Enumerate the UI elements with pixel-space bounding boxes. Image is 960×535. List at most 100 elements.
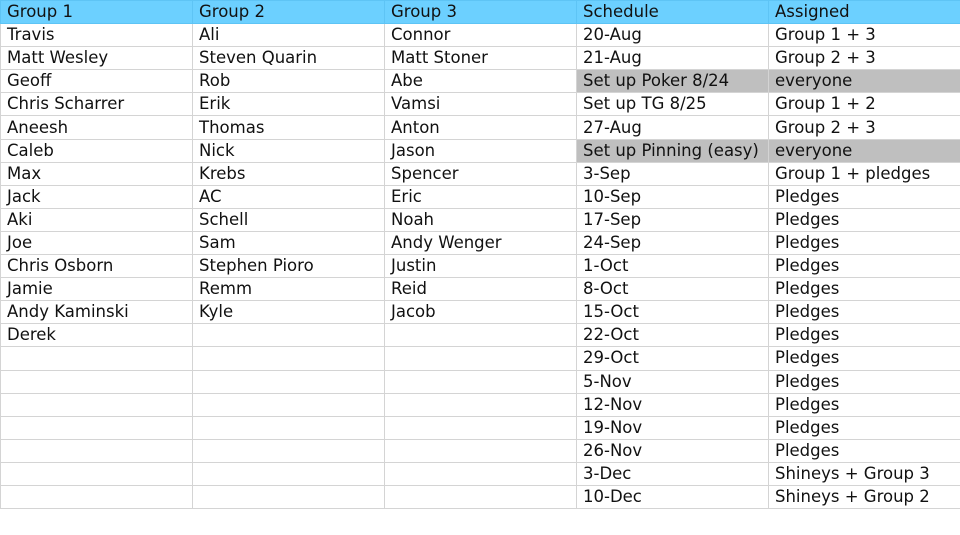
cell-group-2[interactable] bbox=[192, 346, 385, 371]
header-cell-group-2[interactable]: Group 2 bbox=[192, 0, 385, 25]
cell-group-3[interactable] bbox=[384, 392, 577, 417]
cell-assigned[interactable]: Shineys + Group 3 bbox=[768, 461, 960, 486]
cell-group-3[interactable]: Abe bbox=[384, 69, 577, 94]
cell-assigned[interactable]: Pledges bbox=[768, 392, 960, 417]
cell-assigned[interactable]: Group 2 + 3 bbox=[768, 115, 960, 140]
cell-group-3[interactable]: Jason bbox=[384, 138, 577, 163]
cell-schedule[interactable]: 12-Nov bbox=[576, 392, 769, 417]
cell-group-1[interactable]: Aneesh bbox=[0, 115, 193, 140]
cell-group-1[interactable] bbox=[0, 438, 193, 463]
cell-assigned[interactable]: everyone bbox=[768, 138, 960, 163]
cell-group-3[interactable]: Spencer bbox=[384, 161, 577, 186]
cell-assigned[interactable]: Shineys + Group 2 bbox=[768, 484, 960, 510]
cell-group-1[interactable] bbox=[0, 461, 193, 486]
cell-group-2[interactable] bbox=[192, 461, 385, 486]
cell-schedule[interactable]: 29-Oct bbox=[576, 346, 769, 371]
cell-group-2[interactable] bbox=[192, 438, 385, 463]
cell-group-1[interactable]: Jamie bbox=[0, 277, 193, 302]
cell-group-2[interactable] bbox=[192, 392, 385, 417]
cell-group-2[interactable]: Stephen Pioro bbox=[192, 254, 385, 279]
cell-schedule[interactable]: Set up Pinning (easy) bbox=[576, 138, 769, 163]
cell-group-2[interactable]: Rob bbox=[192, 69, 385, 94]
cell-assigned[interactable]: Group 1 + pledges bbox=[768, 161, 960, 186]
cell-group-3[interactable]: Anton bbox=[384, 115, 577, 140]
cell-group-2[interactable]: AC bbox=[192, 184, 385, 209]
cell-group-1[interactable] bbox=[0, 346, 193, 371]
cell-schedule[interactable]: 10-Sep bbox=[576, 184, 769, 209]
cell-assigned[interactable]: Pledges bbox=[768, 346, 960, 371]
cell-schedule[interactable]: 15-Oct bbox=[576, 300, 769, 325]
cell-schedule[interactable]: Set up TG 8/25 bbox=[576, 92, 769, 117]
cell-group-1[interactable]: Joe bbox=[0, 230, 193, 256]
cell-group-3[interactable] bbox=[384, 438, 577, 463]
cell-assigned[interactable]: Pledges bbox=[768, 438, 960, 463]
cell-group-3[interactable] bbox=[384, 323, 577, 348]
cell-group-1[interactable] bbox=[0, 415, 193, 440]
cell-assigned[interactable]: Group 1 + 2 bbox=[768, 92, 960, 117]
header-cell-group-3[interactable]: Group 3 bbox=[384, 0, 577, 25]
cell-group-1[interactable]: Travis bbox=[0, 23, 193, 48]
cell-group-2[interactable]: Ali bbox=[192, 23, 385, 48]
cell-assigned[interactable]: Pledges bbox=[768, 300, 960, 325]
cell-assigned[interactable]: Pledges bbox=[768, 254, 960, 279]
cell-group-1[interactable]: Chris Osborn bbox=[0, 254, 193, 279]
cell-schedule[interactable]: 5-Nov bbox=[576, 369, 769, 394]
cell-assigned[interactable]: Pledges bbox=[768, 415, 960, 440]
cell-group-2[interactable] bbox=[192, 484, 385, 510]
cell-group-1[interactable]: Caleb bbox=[0, 138, 193, 163]
cell-group-2[interactable]: Erik bbox=[192, 92, 385, 117]
cell-group-1[interactable]: Aki bbox=[0, 207, 193, 232]
cell-group-1[interactable]: Chris Scharrer bbox=[0, 92, 193, 117]
cell-group-2[interactable] bbox=[192, 323, 385, 348]
cell-group-2[interactable]: Krebs bbox=[192, 161, 385, 186]
cell-group-1[interactable]: Derek bbox=[0, 323, 193, 348]
cell-assigned[interactable]: Group 1 + 3 bbox=[768, 23, 960, 48]
cell-group-1[interactable]: Matt Wesley bbox=[0, 46, 193, 71]
cell-group-2[interactable]: Schell bbox=[192, 207, 385, 232]
cell-schedule[interactable]: 24-Sep bbox=[576, 230, 769, 256]
cell-group-2[interactable]: Steven Quarin bbox=[192, 46, 385, 71]
cell-assigned[interactable]: Pledges bbox=[768, 184, 960, 209]
cell-group-3[interactable]: Reid bbox=[384, 277, 577, 302]
cell-schedule[interactable]: 26-Nov bbox=[576, 438, 769, 463]
cell-group-1[interactable]: Max bbox=[0, 161, 193, 186]
cell-group-3[interactable]: Noah bbox=[384, 207, 577, 232]
cell-schedule[interactable]: 22-Oct bbox=[576, 323, 769, 348]
cell-schedule[interactable]: 17-Sep bbox=[576, 207, 769, 232]
cell-assigned[interactable]: everyone bbox=[768, 69, 960, 94]
cell-group-3[interactable]: Matt Stoner bbox=[384, 46, 577, 71]
header-cell-group-1[interactable]: Group 1 bbox=[0, 0, 193, 25]
cell-group-2[interactable]: Kyle bbox=[192, 300, 385, 325]
cell-group-1[interactable] bbox=[0, 369, 193, 394]
cell-group-2[interactable] bbox=[192, 369, 385, 394]
cell-group-3[interactable]: Justin bbox=[384, 254, 577, 279]
cell-group-3[interactable]: Vamsi bbox=[384, 92, 577, 117]
cell-group-3[interactable]: Jacob bbox=[384, 300, 577, 325]
cell-schedule[interactable]: 20-Aug bbox=[576, 23, 769, 48]
cell-schedule[interactable]: 3-Dec bbox=[576, 461, 769, 486]
cell-group-1[interactable] bbox=[0, 484, 193, 510]
cell-group-2[interactable]: Sam bbox=[192, 230, 385, 256]
cell-group-3[interactable]: Andy Wenger bbox=[384, 230, 577, 256]
cell-schedule[interactable]: 3-Sep bbox=[576, 161, 769, 186]
cell-group-2[interactable]: Thomas bbox=[192, 115, 385, 140]
cell-schedule[interactable]: 8-Oct bbox=[576, 277, 769, 302]
cell-assigned[interactable]: Pledges bbox=[768, 277, 960, 302]
cell-group-2[interactable]: Nick bbox=[192, 138, 385, 163]
cell-schedule[interactable]: 27-Aug bbox=[576, 115, 769, 140]
cell-group-1[interactable] bbox=[0, 392, 193, 417]
cell-assigned[interactable]: Pledges bbox=[768, 369, 960, 394]
cell-schedule[interactable]: 21-Aug bbox=[576, 46, 769, 71]
cell-group-1[interactable]: Geoff bbox=[0, 69, 193, 94]
cell-schedule[interactable]: 10-Dec bbox=[576, 484, 769, 510]
cell-schedule[interactable]: 1-Oct bbox=[576, 254, 769, 279]
cell-group-3[interactable] bbox=[384, 346, 577, 371]
cell-assigned[interactable]: Pledges bbox=[768, 230, 960, 256]
header-cell-schedule[interactable]: Schedule bbox=[576, 0, 769, 25]
cell-schedule[interactable]: 19-Nov bbox=[576, 415, 769, 440]
cell-group-2[interactable] bbox=[192, 415, 385, 440]
cell-schedule[interactable]: Set up Poker 8/24 bbox=[576, 69, 769, 94]
cell-assigned[interactable]: Pledges bbox=[768, 323, 960, 348]
cell-group-1[interactable]: Jack bbox=[0, 184, 193, 209]
cell-assigned[interactable]: Pledges bbox=[768, 207, 960, 232]
